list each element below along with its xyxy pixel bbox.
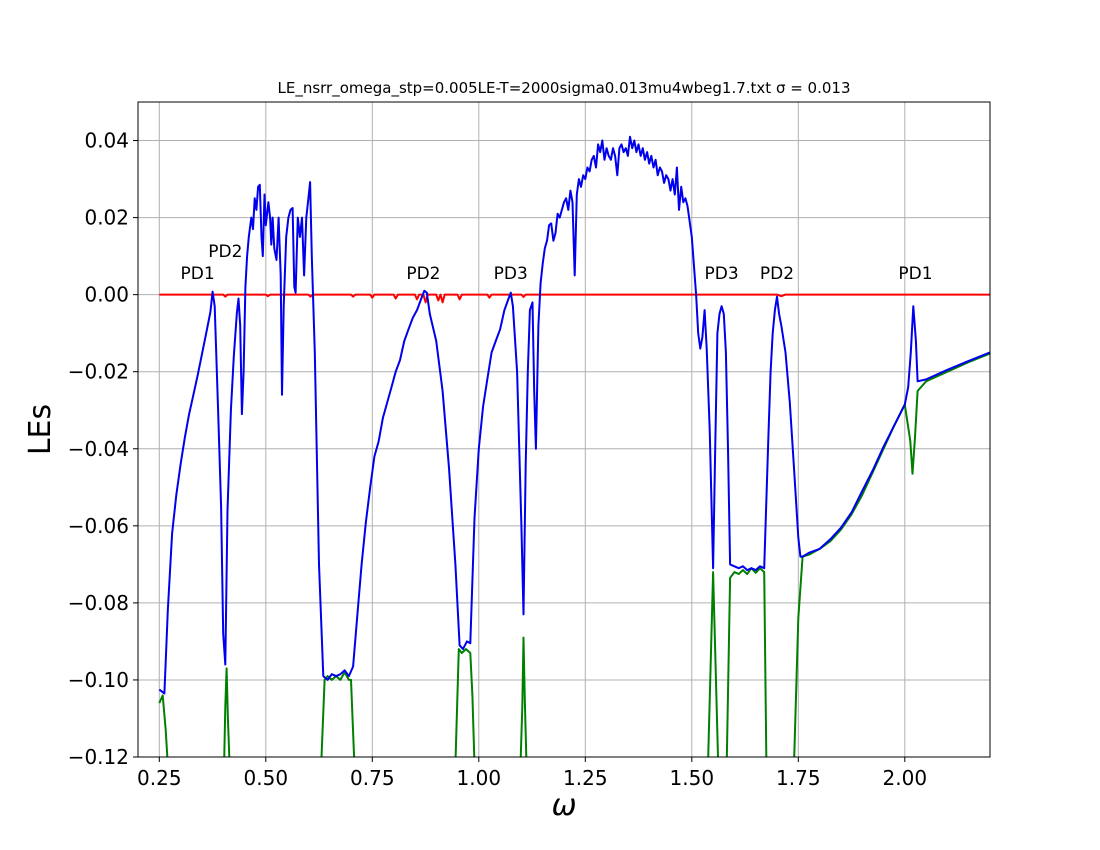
y-tick-label: −0.12: [68, 745, 129, 769]
y-tick-label: −0.08: [68, 591, 129, 615]
y-axis-label: LEs: [23, 404, 58, 455]
series-line-1: [158, 352, 990, 757]
x-tick-label: 0.75: [350, 766, 395, 790]
bifurcation-label: PD2: [208, 242, 242, 262]
y-tick-label: −0.06: [68, 514, 129, 538]
y-tick-label: 0.02: [84, 206, 129, 230]
plot-area: [158, 135, 990, 757]
x-axis-label: ω: [551, 788, 576, 823]
bifurcation-label: PD3: [705, 264, 739, 284]
bifurcation-label: PD3: [494, 264, 528, 284]
y-tick-label: −0.10: [68, 668, 129, 692]
y-tick-label: −0.02: [68, 360, 129, 384]
x-tick-label: 0.25: [137, 766, 182, 790]
axes-frame: [137, 101, 991, 758]
x-tick-label: 1.50: [670, 766, 715, 790]
x-tick-label: 1.00: [457, 766, 502, 790]
x-tick-label: 2.00: [883, 766, 928, 790]
chart-title: LE_nsrr_omega_stp=0.005LE-T=2000sigma0.0…: [278, 79, 851, 98]
series-line-2: [158, 135, 990, 695]
y-tick-label: 0.00: [84, 283, 129, 307]
x-tick-label: 1.25: [563, 766, 608, 790]
bifurcation-label: PD2: [406, 264, 440, 284]
tick-marks: 0.25 0.50 0.75 1.00 1.25 1.50 1.75 2.00 0.04 0.02…: [68, 129, 927, 790]
y-tick-label: 0.04: [84, 129, 129, 153]
bifurcation-label: PD1: [181, 264, 215, 284]
x-tick-label: 0.50: [244, 766, 289, 790]
x-tick-label: 1.75: [776, 766, 821, 790]
bifurcation-label: PD2: [760, 264, 794, 284]
y-tick-label: −0.04: [68, 437, 129, 461]
bifurcation-label: PD1: [898, 264, 932, 284]
